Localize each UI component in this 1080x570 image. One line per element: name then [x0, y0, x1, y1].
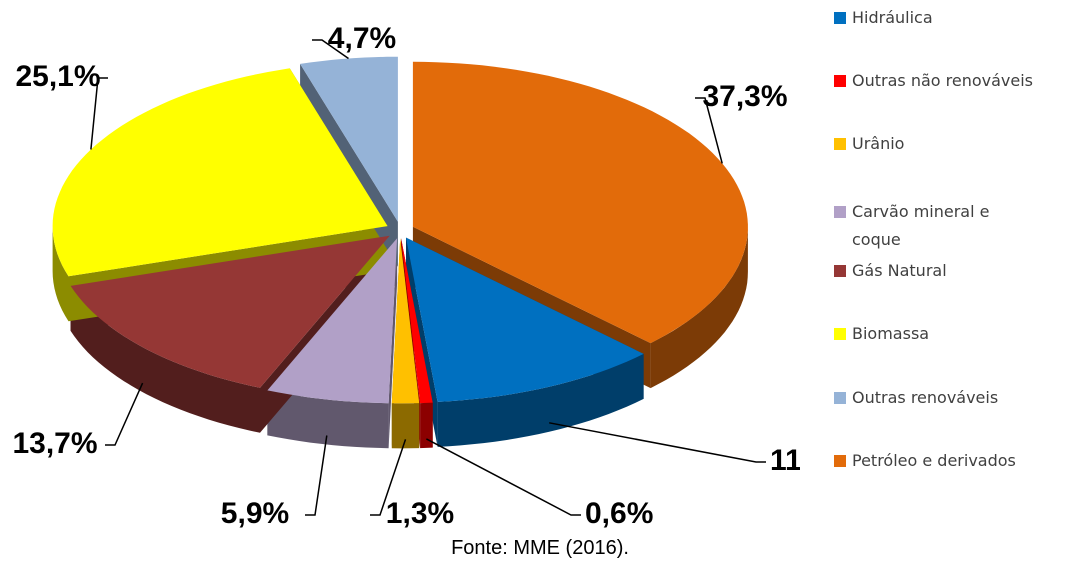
slice	[406, 237, 644, 402]
leader-line	[90, 77, 108, 150]
slice	[300, 56, 398, 222]
legend-swatch	[834, 75, 846, 87]
leader-line	[426, 438, 581, 516]
leader-line	[370, 439, 407, 516]
slice	[401, 238, 433, 404]
chart: 11% 0,6% 1,3% 5,9% 13,7% 25,1% 4,7% 37,3%	[12, 22, 800, 530]
slice-wall	[70, 285, 260, 433]
legend-swatch	[834, 392, 846, 404]
legend-item: Biomassa	[834, 324, 929, 343]
legend-swatch	[834, 455, 846, 467]
legend-label: Gás Natural	[852, 261, 947, 280]
slice	[70, 235, 390, 388]
slice	[412, 61, 748, 344]
data-label: 11%	[770, 444, 800, 477]
slice	[391, 238, 420, 404]
data-label: 5,9%	[221, 497, 289, 530]
legend-item: Urânio	[834, 134, 904, 153]
slice	[267, 238, 398, 404]
legend-swatch	[834, 12, 846, 24]
slice-wall	[267, 390, 389, 449]
legend-item: Carvão mineral e coque	[834, 198, 1024, 254]
slice	[52, 68, 388, 277]
legend-item: Gás Natural	[834, 261, 947, 280]
slice-wall	[650, 226, 748, 389]
legend-label: Hidráulica	[852, 8, 933, 27]
leader-line	[312, 39, 349, 60]
legend-swatch	[834, 328, 846, 340]
legend-label: Outras renováveis	[852, 388, 999, 407]
legend-swatch	[834, 138, 846, 150]
data-label: 1,3%	[386, 497, 454, 530]
data-label: 0,6%	[585, 497, 653, 530]
slice-wall	[437, 353, 644, 447]
leader-line	[305, 435, 328, 516]
legend-label: Outras não renováveis	[852, 71, 1033, 90]
leader-line	[695, 97, 723, 164]
slice-wall	[420, 402, 433, 449]
legend-item: Petróleo e derivados	[834, 451, 1016, 470]
legend-item: Outras renováveis	[834, 388, 998, 407]
legend-label: Petróleo e derivados	[852, 451, 1016, 470]
legend-item: Hidráulica	[834, 8, 933, 27]
data-label: 4,7%	[328, 22, 396, 55]
data-label: 13,7%	[12, 427, 97, 460]
leader-line	[549, 422, 766, 463]
legend-item: Outras não renováveis	[834, 71, 1033, 90]
data-label: 25,1%	[15, 60, 100, 93]
legend-label: Urânio	[852, 134, 905, 153]
leader-line	[105, 382, 144, 446]
data-label: 37,3%	[702, 80, 787, 113]
legend-label: Biomassa	[852, 324, 930, 343]
slice-wall	[391, 403, 420, 449]
legend-swatch	[834, 206, 846, 218]
slice-side	[388, 238, 398, 449]
slice-wall	[52, 226, 69, 322]
legend-swatch	[834, 265, 846, 277]
source: Fonte: MME (2016).	[451, 537, 629, 559]
legend-label: Carvão mineral e coque	[852, 202, 990, 249]
